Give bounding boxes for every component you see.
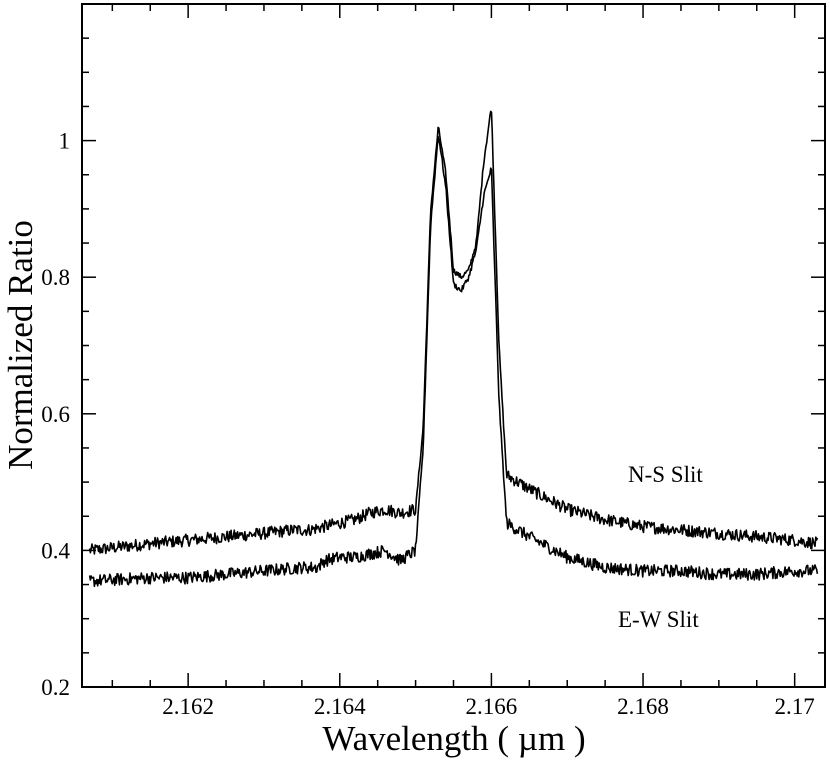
x-tick-label: 2.17	[775, 694, 815, 719]
y-tick-label: 1	[59, 129, 71, 154]
x-tick-label: 2.168	[617, 694, 669, 719]
annotation-ns-slit: N-S Slit	[628, 462, 703, 487]
series-ns-slit-line	[88, 110, 819, 555]
y-axis-title: Normalized Ratio	[1, 220, 40, 470]
x-tick-label: 2.162	[162, 694, 214, 719]
y-tick-label: 0.8	[41, 265, 70, 290]
y-tick-label: 0.2	[41, 675, 70, 700]
y-tick-label: 0.6	[41, 402, 70, 427]
plot-frame	[81, 3, 826, 688]
series-ew-slit-line	[88, 135, 819, 588]
x-tick-label: 2.164	[314, 694, 366, 719]
x-axis-title: Wavelength ( µm )	[322, 719, 585, 758]
axis-ticks	[82, 3, 825, 688]
x-tick-label: 2.166	[466, 694, 518, 719]
series-layer	[88, 110, 819, 588]
annotation-ew-slit: E-W Slit	[618, 607, 699, 632]
tick-labels: 2.162 2.164 2.166 2.168 2.17 0.2 0.4 0.6 0.8 1	[41, 129, 815, 719]
y-tick-label: 0.4	[41, 538, 70, 563]
